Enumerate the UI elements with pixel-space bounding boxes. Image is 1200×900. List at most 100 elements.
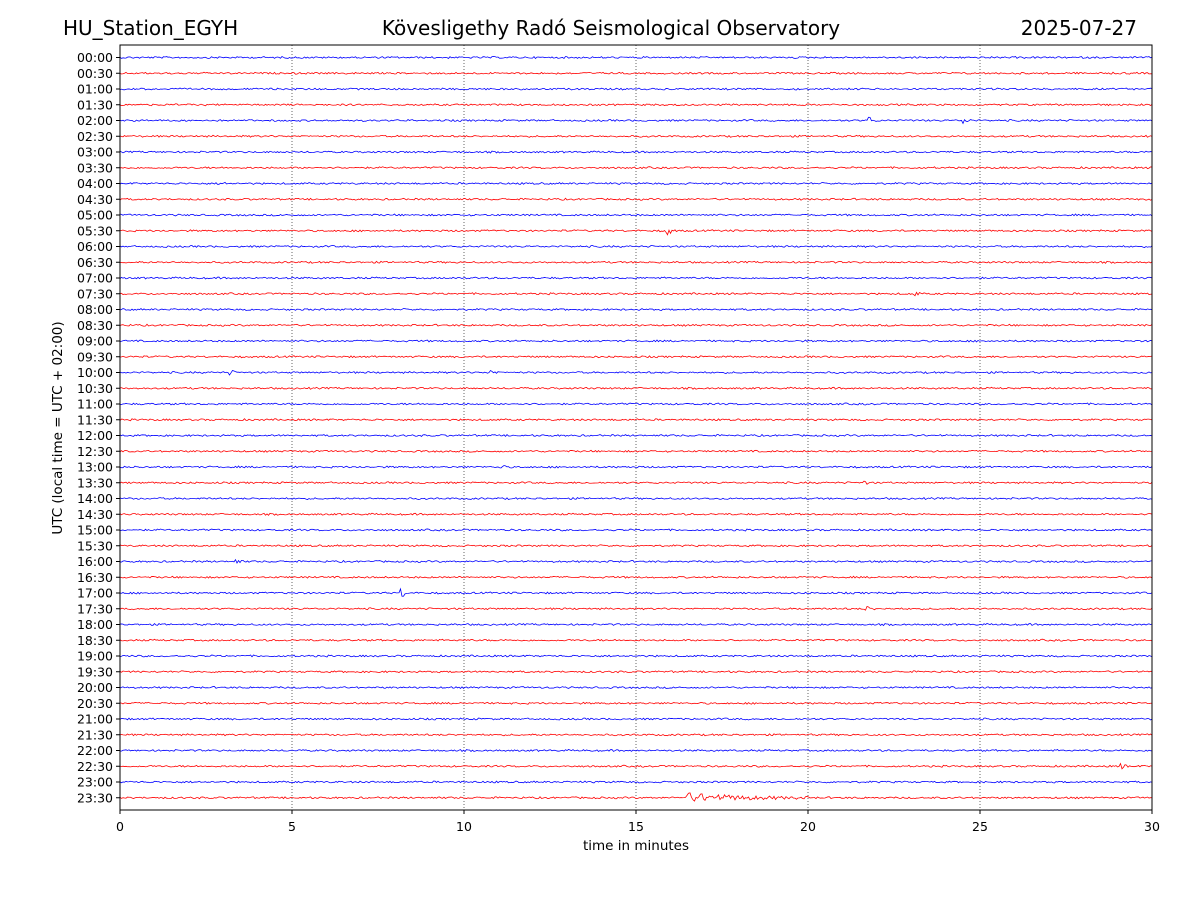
seismic-trace-1400 [119, 497, 1153, 501]
y-tick-label: 03:30 [77, 160, 113, 175]
seismic-trace-0230 [119, 134, 1153, 138]
seismic-trace-1600 [119, 558, 1153, 564]
y-tick-label: 16:30 [77, 570, 113, 585]
seismic-trace-0600 [119, 245, 1153, 249]
seismic-trace-2100 [119, 717, 1153, 721]
seismic-trace-2200 [119, 748, 1153, 753]
y-tick-label: 22:30 [77, 759, 113, 774]
seismic-trace-1000 [119, 370, 1153, 376]
seismic-trace-1930 [119, 670, 1153, 674]
x-axis-ticks: 0 5 10 15 20 25 30 [116, 810, 1160, 834]
seismic-trace-2130 [119, 733, 1153, 737]
seismic-trace-0530 [119, 229, 1153, 236]
y-tick-label: 02:00 [77, 113, 113, 128]
chart-date: 2025-07-27 [1021, 16, 1137, 40]
seismic-trace-0330 [119, 166, 1153, 170]
seismic-trace-1300 [119, 465, 1153, 469]
seismic-trace-1100 [119, 402, 1153, 406]
y-tick-label: 17:30 [77, 601, 113, 616]
station-name: HU_Station_EGYH [63, 16, 238, 40]
y-tick-label: 08:30 [77, 318, 113, 333]
x-axis-label: time in minutes [583, 838, 689, 854]
seismic-trace-1830 [119, 638, 1153, 642]
y-tick-label: 06:30 [77, 255, 113, 270]
seismic-trace-0100 [119, 87, 1153, 91]
chart-title: Kövesligethy Radó Seismological Observat… [382, 16, 840, 40]
grid-lines [291, 45, 981, 810]
seismic-trace-1230 [119, 449, 1153, 453]
seismic-trace-0730 [119, 291, 1153, 297]
x-tick-label: 5 [288, 819, 296, 834]
seismic-trace-0830 [119, 323, 1153, 327]
y-tick-label: 16:00 [77, 554, 113, 569]
seismic-trace-1900 [119, 654, 1153, 658]
y-tick-label: 13:30 [77, 475, 113, 490]
y-tick-label: 14:30 [77, 507, 113, 522]
y-tick-label: 00:00 [77, 50, 113, 65]
y-tick-label: 12:00 [77, 428, 113, 443]
seismic-trace-1530 [119, 544, 1153, 548]
seismic-trace-2000 [119, 686, 1153, 690]
x-tick-label: 15 [628, 819, 644, 834]
y-tick-label: 21:30 [77, 727, 113, 742]
seismic-trace-1630 [119, 575, 1153, 579]
seismic-trace-0900 [119, 339, 1153, 343]
y-tick-label: 09:30 [77, 349, 113, 364]
y-tick-label: 09:00 [77, 334, 113, 349]
seismic-trace-1200 [119, 433, 1153, 437]
y-tick-label: 18:00 [77, 617, 113, 632]
y-tick-label: 11:30 [77, 412, 113, 427]
x-tick-label: 0 [116, 819, 124, 834]
y-tick-label: 00:30 [77, 66, 113, 81]
seismic-traces [119, 55, 1153, 802]
seismic-trace-0500 [119, 213, 1153, 217]
seismic-trace-0400 [119, 181, 1153, 185]
seismic-trace-0030 [119, 71, 1153, 75]
seismic-trace-2030 [119, 701, 1153, 705]
y-tick-label: 02:30 [77, 129, 113, 144]
y-tick-label: 11:00 [77, 397, 113, 412]
seismic-trace-0300 [119, 150, 1153, 154]
seismic-trace-2230 [119, 762, 1153, 770]
seismic-trace-1730 [119, 605, 1153, 611]
seismic-trace-0000 [119, 55, 1153, 60]
seismic-trace-0430 [119, 197, 1153, 201]
seismic-trace-0930 [119, 355, 1153, 359]
seismic-trace-0200 [119, 116, 1153, 125]
y-tick-label: 06:00 [77, 239, 113, 254]
y-tick-label: 08:00 [77, 302, 113, 317]
seismic-trace-1130 [119, 418, 1153, 422]
y-tick-label: 04:00 [77, 176, 113, 191]
plot-frame [119, 44, 1153, 811]
y-tick-label: 04:30 [77, 192, 113, 207]
seismic-trace-2300 [119, 780, 1153, 784]
y-tick-label: 07:00 [77, 271, 113, 286]
y-tick-label: 15:30 [77, 538, 113, 553]
y-tick-label: 17:00 [77, 586, 113, 601]
y-axis-label: UTC (local time = UTC + 02:00) [50, 321, 66, 534]
y-tick-label: 20:00 [77, 680, 113, 695]
seismic-trace-2330 [119, 792, 1153, 802]
x-tick-label: 20 [800, 819, 816, 834]
seismic-trace-0630 [119, 260, 1153, 264]
x-tick-label: 10 [456, 819, 472, 834]
seismic-trace-1430 [119, 512, 1153, 516]
y-tick-label: 10:00 [77, 365, 113, 380]
y-tick-label: 21:00 [77, 712, 113, 727]
y-tick-label: 01:00 [77, 82, 113, 97]
y-tick-label: 18:30 [77, 633, 113, 648]
y-tick-label: 07:30 [77, 286, 113, 301]
y-tick-label: 23:00 [77, 775, 113, 790]
y-tick-label: 23:30 [77, 790, 113, 805]
y-tick-label: 12:30 [77, 444, 113, 459]
y-tick-label: 15:00 [77, 523, 113, 538]
y-tick-label: 20:30 [77, 696, 113, 711]
seismic-trace-1500 [119, 528, 1153, 532]
y-tick-label: 01:30 [77, 97, 113, 112]
y-tick-label: 14:00 [77, 491, 113, 506]
seismic-trace-0130 [119, 103, 1153, 107]
y-tick-label: 22:00 [77, 743, 113, 758]
y-tick-label: 19:00 [77, 649, 113, 664]
x-tick-label: 25 [972, 819, 988, 834]
